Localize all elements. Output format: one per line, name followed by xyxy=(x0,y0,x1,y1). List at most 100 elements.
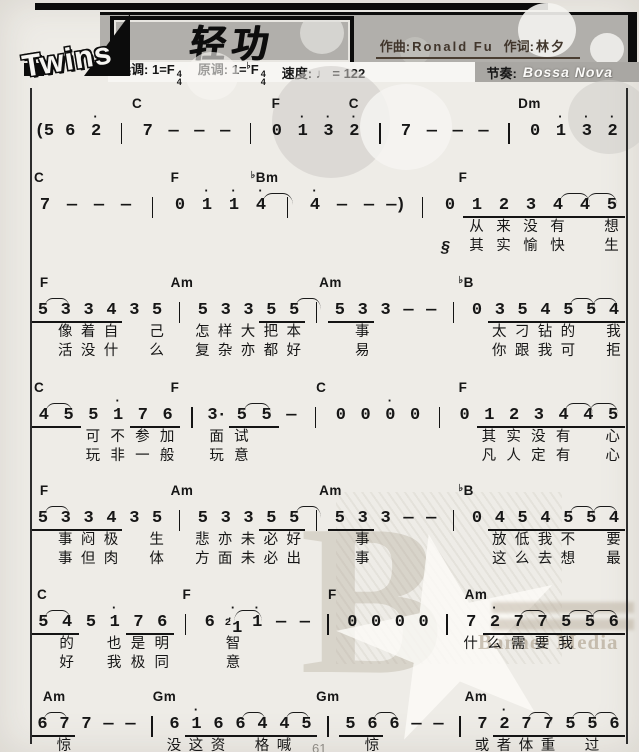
lyric-line1: 好 xyxy=(286,532,301,548)
octave-dot xyxy=(251,706,273,715)
lyric-line2: 心 xyxy=(605,448,620,464)
note-digit: 4 xyxy=(544,196,571,218)
note-cell: 6 xyxy=(601,604,626,673)
note-cell: 6 xyxy=(383,706,405,752)
lyric-line2 xyxy=(578,654,602,673)
lyric-line1: 没 xyxy=(166,738,182,752)
note-digit: — xyxy=(433,715,443,734)
lyric-line2 xyxy=(328,237,355,256)
lyric-line2 xyxy=(269,654,293,673)
lyric-line1 xyxy=(31,635,55,654)
note-cell: —) xyxy=(382,187,409,256)
octave-dot xyxy=(355,187,382,196)
note-digit: 5 xyxy=(553,613,578,635)
note-digit: 3 xyxy=(517,196,544,218)
octave-dot xyxy=(145,292,168,301)
octave-dot xyxy=(578,604,602,613)
lyric-line1 xyxy=(97,737,119,752)
lyric-line1: 钻 xyxy=(537,324,553,340)
octave-dot xyxy=(571,187,598,196)
note-digit: 0 xyxy=(335,406,346,425)
note-digit: 3 xyxy=(220,301,231,320)
barline xyxy=(168,500,191,531)
note-cell: · 2 xyxy=(83,110,109,144)
banner-circle xyxy=(590,33,624,65)
note-digit: 5 xyxy=(152,509,162,528)
note-digit: 4 xyxy=(273,715,295,737)
octave-dot xyxy=(214,500,237,509)
note-digit: 6 xyxy=(207,715,229,737)
lyric-line2 xyxy=(571,237,598,256)
lyric-line1 xyxy=(31,218,58,237)
lyric-line2 xyxy=(576,447,601,466)
lyric-line2: 都 xyxy=(263,343,279,359)
rhythm-box: 节奏: Bossa Nova xyxy=(474,62,639,82)
octave-dot xyxy=(134,113,160,122)
octave-dot xyxy=(122,500,145,509)
note-cell: — xyxy=(58,187,85,256)
octave-dot xyxy=(526,397,551,406)
octave-dot xyxy=(522,113,548,122)
lyric-line1 xyxy=(465,323,488,342)
octave-dot: · xyxy=(115,393,120,408)
octave-dot xyxy=(465,292,488,301)
note-digit: — xyxy=(220,122,230,141)
octave-dot xyxy=(397,500,420,509)
lyric-line1 xyxy=(328,428,353,447)
lyric-line1: 心 xyxy=(605,429,620,445)
note-digit: 0 xyxy=(410,406,420,425)
octave-dot xyxy=(419,500,442,509)
octave-dot xyxy=(163,706,185,715)
note-cell: 6 xyxy=(603,706,625,752)
lyric-line1 xyxy=(229,737,251,752)
octave-dot xyxy=(600,397,625,406)
lyric-line1 xyxy=(374,531,397,550)
note-cell: 5 xyxy=(327,292,351,361)
octave-dot xyxy=(292,604,316,613)
lyric-line2 xyxy=(353,447,378,466)
lyric-line2 xyxy=(465,550,488,569)
lyric-line1: 来 xyxy=(496,219,511,235)
lyric-line2 xyxy=(247,237,274,256)
note-cell: · 3 xyxy=(315,110,341,144)
note-digit: 5 xyxy=(339,715,361,737)
lyric-line1: 低 xyxy=(514,532,530,548)
lyric-line1: 不 xyxy=(110,429,125,445)
lyric-line1 xyxy=(419,531,442,550)
note-cell: · 2 xyxy=(341,110,367,144)
lyric-line1 xyxy=(245,635,269,654)
note-cell: 0 xyxy=(436,187,463,256)
chord-label: C xyxy=(348,96,360,111)
lyric-line1 xyxy=(576,428,601,447)
note-digit: 7 xyxy=(537,715,559,737)
note-cell: 5 xyxy=(253,397,279,466)
chord-label: Am xyxy=(319,483,342,498)
segno-sign: § xyxy=(440,239,450,256)
lyric-line1 xyxy=(382,218,409,237)
lyric-line2: 实 xyxy=(496,238,511,254)
lyric-line1 xyxy=(579,323,602,342)
note-digit: 5 xyxy=(559,715,581,737)
note-digit: 5 xyxy=(327,509,351,531)
lyric-line2 xyxy=(328,550,351,569)
lyric-line1: 太 xyxy=(492,324,507,340)
barline xyxy=(305,500,328,531)
note-digit: 5 xyxy=(556,301,580,323)
note-cell: — xyxy=(279,397,304,466)
lyric-line2: 什 xyxy=(103,343,119,359)
lyric-line2 xyxy=(328,447,353,466)
lyric-line2 xyxy=(112,237,139,256)
note-digit: 6 xyxy=(601,613,626,635)
note-cell: 5 xyxy=(579,500,619,569)
lyric-line1 xyxy=(85,218,112,237)
note-digit: — xyxy=(168,122,178,141)
note-digit: 7 xyxy=(506,613,531,635)
note-digit: 5 xyxy=(88,406,98,425)
score-right-barline xyxy=(626,88,628,744)
note-digit: 3· xyxy=(207,406,226,425)
